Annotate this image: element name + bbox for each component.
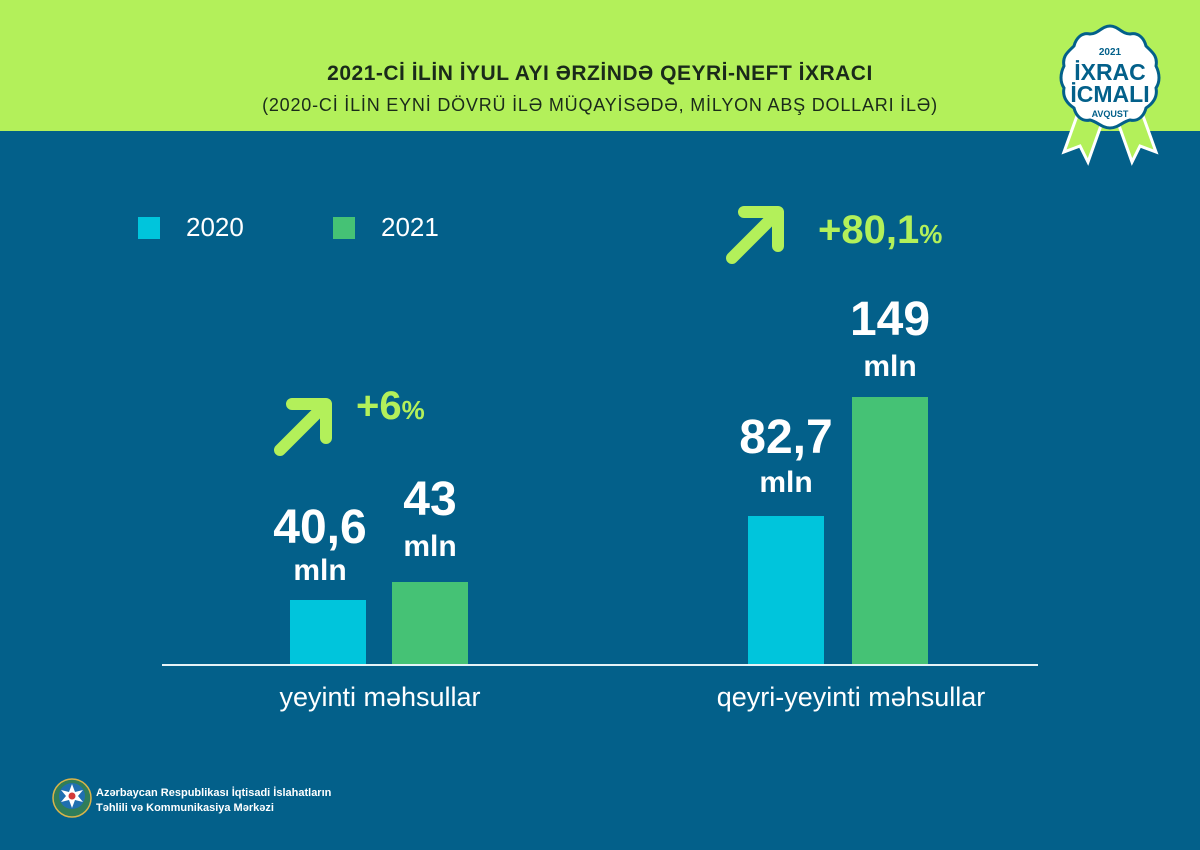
unit-label: mln <box>863 350 917 383</box>
emblem-icon <box>52 778 92 818</box>
svg-text:2021: 2021 <box>1099 47 1122 58</box>
legend-item-2020: 2020 <box>138 212 244 243</box>
export-review-badge-icon: 2021 İXRAC İCMALI AVQUST <box>1059 24 1161 166</box>
value-label-nonfood-2021: 149 <box>849 293 931 346</box>
chart-subtitle: (2020-Cİ İLİN EYNİ DÖVRÜ İLƏ MÜQAYİSƏDƏ,… <box>262 95 938 115</box>
unit-label: mln <box>293 554 347 587</box>
bar-nonfood-2020 <box>748 516 824 665</box>
bar-food-2020 <box>290 600 366 665</box>
value-label-food-2021: 43 <box>403 473 457 526</box>
arrow-up-right-icon <box>726 206 784 264</box>
category-label-food: yeyinti məhsullar <box>279 682 481 712</box>
category-label-nonfood: qeyri-yeyinti məhsullar <box>716 682 986 712</box>
bar-nonfood-2021 <box>852 397 928 665</box>
organization-name: Azərbaycan Respublikası İqtisadi İslahat… <box>96 786 331 816</box>
change-percent-food: +6% <box>356 384 425 428</box>
unit-label: mln <box>403 530 457 563</box>
header-banner <box>0 0 1200 131</box>
bar-food-2021 <box>392 582 468 665</box>
value-label-nonfood-2020: 82,7 <box>739 411 833 464</box>
legend-label: 2020 <box>186 212 244 242</box>
value-label-food-2020: 40,6 <box>273 501 367 554</box>
svg-text:İXRAC: İXRAC <box>1074 59 1146 85</box>
chart-title: 2021-Cİ İLİN İYUL AYI ƏRZİNDƏ QEYRİ-NEFT… <box>327 62 873 85</box>
svg-text:İCMALI: İCMALI <box>1070 81 1149 107</box>
legend-swatch-2020 <box>138 216 160 239</box>
unit-label: mln <box>759 466 813 499</box>
arrow-up-right-icon <box>274 398 332 456</box>
svg-text:AVQUST: AVQUST <box>1092 109 1129 119</box>
organization-line-2: Təhlili və Kommunikasiya Mərkəzi <box>96 802 274 814</box>
legend-swatch-2021 <box>333 216 355 239</box>
organization-line-1: Azərbaycan Respublikası İqtisadi İslahat… <box>96 787 332 799</box>
legend-label: 2021 <box>381 212 439 242</box>
legend-item-2021: 2021 <box>333 212 439 243</box>
change-percent-nonfood: +80,1% <box>818 208 943 252</box>
x-axis-baseline <box>162 664 1038 666</box>
